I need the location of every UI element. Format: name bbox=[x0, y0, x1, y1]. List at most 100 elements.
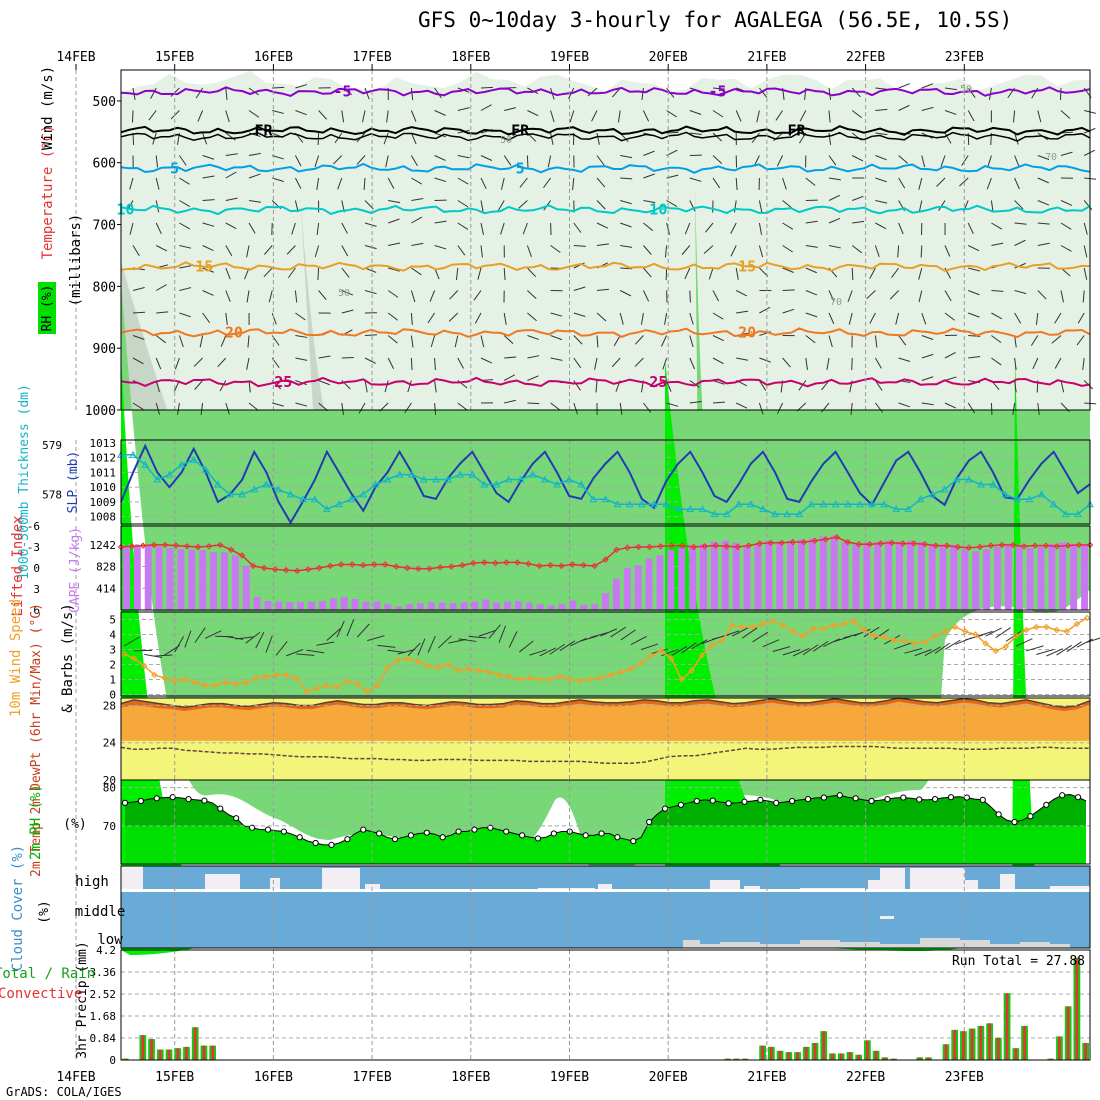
rh-2m-marker bbox=[121, 799, 129, 807]
precip-convective-bar bbox=[1084, 1042, 1087, 1060]
rh-2m-marker bbox=[773, 799, 780, 807]
wind-barb bbox=[385, 155, 389, 168]
rh-label: 50 bbox=[960, 84, 972, 95]
cape-bar bbox=[155, 546, 163, 610]
lifted-index-marker bbox=[899, 540, 907, 547]
temperature-contour bbox=[120, 162, 1091, 174]
wind-barb bbox=[634, 335, 644, 345]
lifted-index-marker bbox=[382, 561, 389, 568]
thickness-marker bbox=[577, 480, 586, 488]
cape-bar bbox=[645, 558, 653, 610]
wind-barb bbox=[762, 639, 780, 648]
precip-convective-bar bbox=[1005, 993, 1009, 1060]
thickness-marker bbox=[528, 470, 537, 478]
wind-barb bbox=[417, 638, 426, 656]
wind-barb bbox=[666, 110, 678, 118]
wind-barb bbox=[735, 110, 742, 122]
cape-bar bbox=[841, 541, 849, 610]
wind-barb bbox=[1083, 200, 1093, 210]
wind-barb bbox=[318, 290, 327, 301]
wind-barb bbox=[643, 200, 656, 204]
rh-2m-marker bbox=[677, 801, 685, 808]
wind-barb bbox=[193, 357, 203, 367]
wind-barb bbox=[661, 335, 668, 347]
rh-units: (%) bbox=[63, 817, 86, 832]
wind-barb bbox=[202, 267, 214, 273]
lifted-index-marker bbox=[602, 556, 609, 563]
thickness-marker bbox=[734, 500, 743, 508]
wind-barb bbox=[689, 200, 696, 212]
contour-label: FR bbox=[787, 122, 806, 140]
lifted-index-marker bbox=[172, 542, 180, 549]
wind-barb bbox=[411, 242, 424, 246]
wind-barb bbox=[356, 623, 370, 638]
lifted-index-marker bbox=[657, 543, 664, 550]
wind-barb bbox=[898, 357, 911, 362]
wind-barb bbox=[411, 177, 423, 185]
wind-barb bbox=[295, 84, 308, 89]
lifted-index-marker bbox=[117, 543, 125, 551]
wind-speed-marker bbox=[1002, 643, 1010, 650]
wind-barb bbox=[527, 267, 537, 278]
thickness-marker bbox=[347, 495, 355, 503]
wind-barb bbox=[782, 177, 787, 190]
wind-speed-marker bbox=[293, 674, 300, 682]
wind-barb bbox=[341, 309, 354, 314]
cape-tick-label: 414 bbox=[96, 582, 116, 595]
thickness-tick-label: 579 bbox=[42, 439, 62, 452]
precip-convective-bar bbox=[996, 1037, 1000, 1060]
thickness-marker bbox=[771, 510, 779, 518]
rh-2m-marker bbox=[487, 824, 494, 831]
wind-barb bbox=[1060, 245, 1072, 252]
wind-barb bbox=[341, 110, 345, 123]
wind-barb bbox=[751, 132, 760, 143]
thickness-marker bbox=[359, 490, 368, 498]
cape-bar bbox=[852, 544, 860, 610]
wind-barb bbox=[294, 177, 302, 189]
wind-barb bbox=[410, 155, 418, 167]
wind-speed-marker bbox=[881, 634, 888, 641]
rh-2m-marker bbox=[153, 795, 160, 802]
cloud-gap bbox=[270, 878, 280, 890]
cape-bar bbox=[961, 549, 969, 610]
wind-barb bbox=[123, 636, 140, 647]
wind-barb bbox=[1015, 638, 1033, 647]
wind-speed-marker bbox=[658, 647, 665, 655]
wind-barb bbox=[671, 645, 688, 656]
rh-2m-marker bbox=[868, 797, 875, 805]
wind-barb bbox=[559, 640, 576, 652]
wind-barb bbox=[712, 401, 726, 404]
wind-barb bbox=[437, 635, 452, 649]
cape-bar bbox=[525, 602, 533, 610]
rh-2m-marker bbox=[646, 818, 653, 826]
wind-barb bbox=[383, 132, 389, 145]
lifted-index-marker bbox=[701, 543, 708, 550]
precip-convective-bar bbox=[211, 1045, 215, 1060]
wind-barb bbox=[666, 131, 679, 134]
rh-2m-fill-high bbox=[125, 794, 1086, 826]
thickness-marker bbox=[177, 460, 186, 468]
wind-barb bbox=[712, 357, 724, 365]
wind-barb bbox=[712, 132, 723, 142]
date-label: 18FEB bbox=[451, 1070, 490, 1085]
wind-barb bbox=[364, 87, 370, 100]
slp-tick-label: 1008 bbox=[90, 511, 117, 524]
wind-barb bbox=[550, 312, 563, 317]
date-label: 18FEB bbox=[451, 50, 490, 65]
lifted-index-marker bbox=[965, 544, 973, 551]
rh-2m-marker bbox=[217, 805, 224, 812]
wind-barb bbox=[776, 402, 784, 415]
lifted-index-marker bbox=[558, 562, 565, 570]
wind-barb bbox=[596, 288, 609, 291]
wind-barb bbox=[975, 630, 993, 638]
wind-barb bbox=[550, 132, 554, 145]
wind-barb bbox=[898, 83, 910, 89]
wind-barb bbox=[921, 335, 934, 340]
cloud-gap bbox=[1050, 886, 1090, 890]
wind-barb bbox=[202, 312, 211, 324]
wind-speed-marker bbox=[1012, 632, 1020, 640]
wind-barb bbox=[944, 110, 957, 115]
wind-speed-marker bbox=[718, 637, 726, 644]
temperature-contour bbox=[120, 86, 1091, 97]
